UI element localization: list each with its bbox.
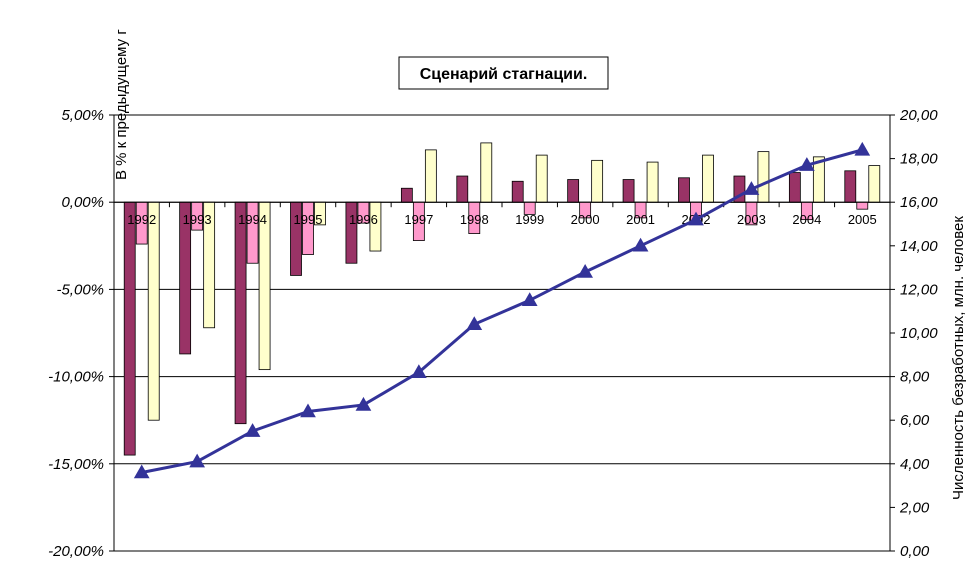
left-tick-label: -20,00%: [48, 543, 104, 560]
right-tick-label: 12,00: [900, 281, 938, 298]
left-tick-label: -15,00%: [48, 456, 104, 473]
line-point: [244, 423, 261, 437]
line-point: [300, 403, 316, 418]
left-tick-label: 5,00%: [61, 107, 104, 124]
bar: [511, 180, 524, 203]
line-point: [743, 181, 760, 195]
bar: [844, 170, 857, 203]
bars: [123, 142, 881, 456]
bar: [868, 165, 881, 203]
category-label: 2003: [737, 212, 766, 227]
category-label: 1997: [404, 212, 433, 227]
category-label: 1994: [238, 212, 267, 227]
category-label: 1992: [127, 212, 156, 227]
bar: [480, 142, 493, 203]
category-labels: 1992 1993 1994 1995 1996 1997 1998 1999 2000 2001…: [127, 212, 876, 227]
bar: [856, 201, 869, 210]
bar: [147, 201, 160, 421]
bar: [535, 154, 548, 203]
line-point: [521, 292, 538, 307]
title-text: Сценарий стагнации.: [420, 66, 588, 83]
left-axis-title: В % к предыдущему г: [113, 29, 130, 180]
category-label: 1993: [183, 212, 212, 227]
right-tick-label: 6,00: [900, 412, 930, 429]
category-label: 1996: [349, 212, 378, 227]
category-label: 2001: [626, 212, 655, 227]
chart-title: Сценарий стагнации.: [398, 56, 609, 90]
right-axis-title: Численность безработных, млн. человек: [950, 216, 967, 500]
line-point: [189, 453, 206, 468]
bar: [424, 149, 437, 203]
category-label: 2004: [792, 212, 821, 227]
unemployment-line: [133, 141, 871, 479]
right-tick-labels: 0,00 2,00 4,00 6,00 8,00 10,00 12,00 14,00 16,00…: [899, 107, 938, 560]
right-tick-label: 8,00: [900, 369, 930, 386]
axes: [109, 114, 895, 552]
left-tick-label: 0,00%: [61, 194, 104, 211]
left-tick-label: -10,00%: [48, 369, 104, 386]
category-label: 2005: [848, 212, 877, 227]
bar: [622, 179, 635, 203]
bar: [567, 179, 580, 203]
line-point: [577, 263, 594, 278]
line-point: [466, 316, 483, 331]
line-point: [133, 464, 150, 479]
line-point: [632, 237, 649, 252]
right-tick-label: 20,00: [899, 107, 938, 124]
right-tick-label: 16,00: [900, 194, 938, 211]
bar: [788, 172, 801, 203]
category-label: 1999: [515, 212, 544, 227]
series-line: [141, 148, 863, 474]
right-tick-label: 2,00: [899, 499, 930, 516]
category-label: 1998: [460, 212, 489, 227]
bar: [302, 201, 314, 255]
right-tick-label: 4,00: [900, 456, 930, 473]
bar: [123, 201, 136, 456]
bar: [678, 177, 690, 203]
bar: [646, 161, 659, 203]
line-point: [355, 396, 372, 411]
bar: [591, 159, 604, 203]
category-label: 2000: [571, 212, 600, 227]
right-tick-label: 10,00: [900, 325, 938, 342]
line-point: [688, 211, 704, 226]
right-tick-label: 14,00: [900, 238, 938, 255]
line-point: [798, 157, 815, 171]
bar: [456, 175, 469, 203]
right-tick-label: 0,00: [900, 543, 930, 560]
category-label: 1995: [294, 212, 323, 227]
line-point: [854, 141, 871, 156]
right-tick-label: 18,00: [900, 151, 938, 168]
line-point: [410, 364, 427, 378]
left-tick-labels: -20,00% -15,00% -10,00% -5,00% 0,00% 5,00%: [48, 107, 104, 560]
title-box: [398, 56, 609, 90]
bar: [400, 187, 413, 203]
bar: [702, 154, 714, 203]
left-tick-label: -5,00%: [56, 281, 104, 298]
bar: [234, 201, 247, 425]
bar: [258, 201, 271, 371]
bar: [757, 151, 770, 203]
